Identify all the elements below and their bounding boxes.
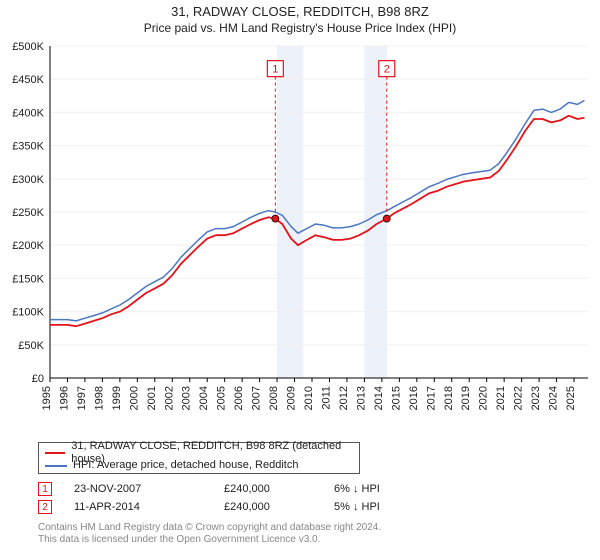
svg-text:£100K: £100K [12, 307, 44, 319]
svg-text:2008: 2008 [268, 386, 280, 410]
svg-text:1: 1 [272, 64, 278, 76]
svg-text:1998: 1998 [93, 386, 105, 410]
legend-swatch [45, 452, 65, 454]
chart-area: £0 £50K £100K £150K £200K £250K £300K £350K £400… [0, 38, 600, 438]
svg-text:2013: 2013 [355, 386, 367, 410]
svg-text:£150K: £150K [12, 273, 44, 285]
svg-text:£300K: £300K [12, 174, 44, 186]
svg-text:2011: 2011 [320, 386, 332, 410]
page-title: 31, RADWAY CLOSE, REDDITCH, B98 8RZ [0, 4, 600, 19]
svg-text:£400K: £400K [12, 107, 44, 119]
svg-text:£350K: £350K [12, 141, 44, 153]
svg-text:2024: 2024 [548, 386, 560, 410]
legend: 31, RADWAY CLOSE, REDDITCH, B98 8RZ (det… [38, 442, 360, 474]
svg-text:1996: 1996 [58, 386, 70, 410]
svg-text:£0: £0 [32, 373, 44, 385]
svg-text:£500K: £500K [12, 41, 44, 53]
svg-text:2001: 2001 [146, 386, 158, 410]
legend-label: HPI: Average price, detached house, Redd… [73, 459, 298, 472]
sale-delta: 6% ↓ HPI [334, 483, 434, 495]
sale-marker-icon: 1 [38, 482, 52, 496]
svg-text:2025: 2025 [565, 386, 577, 410]
sale-marker-icon: 2 [38, 500, 52, 514]
table-row: 2 11-APR-2014 £240,000 5% ↓ HPI [38, 498, 578, 516]
svg-text:2021: 2021 [495, 386, 507, 410]
sale-date: 23-NOV-2007 [74, 483, 224, 495]
svg-text:2012: 2012 [338, 386, 350, 410]
svg-text:1999: 1999 [111, 386, 123, 410]
legend-item-property: 31, RADWAY CLOSE, REDDITCH, B98 8RZ (det… [45, 446, 353, 459]
svg-text:2002: 2002 [163, 386, 175, 410]
svg-text:2010: 2010 [303, 386, 315, 410]
svg-text:2004: 2004 [198, 386, 210, 410]
svg-text:£50K: £50K [18, 340, 44, 352]
price-chart: £0 £50K £100K £150K £200K £250K £300K £350K £400… [0, 38, 600, 438]
svg-text:2014: 2014 [373, 386, 385, 410]
svg-text:1995: 1995 [41, 386, 53, 410]
svg-text:£200K: £200K [12, 240, 44, 252]
svg-text:2020: 2020 [478, 386, 490, 410]
legend-swatch [45, 465, 67, 467]
svg-text:1997: 1997 [76, 386, 88, 410]
svg-text:2003: 2003 [181, 386, 193, 410]
svg-text:£450K: £450K [12, 74, 44, 86]
svg-text:2007: 2007 [251, 386, 263, 410]
svg-text:2006: 2006 [233, 386, 245, 410]
svg-text:2022: 2022 [513, 386, 525, 410]
svg-text:2023: 2023 [530, 386, 542, 410]
svg-text:2016: 2016 [408, 386, 420, 410]
table-row: 1 23-NOV-2007 £240,000 6% ↓ HPI [38, 480, 578, 498]
svg-text:2018: 2018 [443, 386, 455, 410]
page-subtitle: Price paid vs. HM Land Registry's House … [0, 21, 600, 35]
svg-text:2019: 2019 [460, 386, 472, 410]
svg-text:2017: 2017 [425, 386, 437, 410]
sale-delta: 5% ↓ HPI [334, 501, 434, 513]
svg-text:2: 2 [384, 64, 390, 76]
svg-text:£250K: £250K [12, 207, 44, 219]
svg-text:2009: 2009 [286, 386, 298, 410]
sales-table: 1 23-NOV-2007 £240,000 6% ↓ HPI 2 11-APR… [38, 480, 578, 516]
svg-text:2005: 2005 [216, 386, 228, 410]
sale-date: 11-APR-2014 [74, 501, 224, 513]
sale-price: £240,000 [224, 501, 334, 513]
svg-text:2015: 2015 [390, 386, 402, 410]
sale-price: £240,000 [224, 483, 334, 495]
svg-text:2000: 2000 [128, 386, 140, 410]
licence-text: Contains HM Land Registry data © Crown c… [38, 522, 578, 546]
